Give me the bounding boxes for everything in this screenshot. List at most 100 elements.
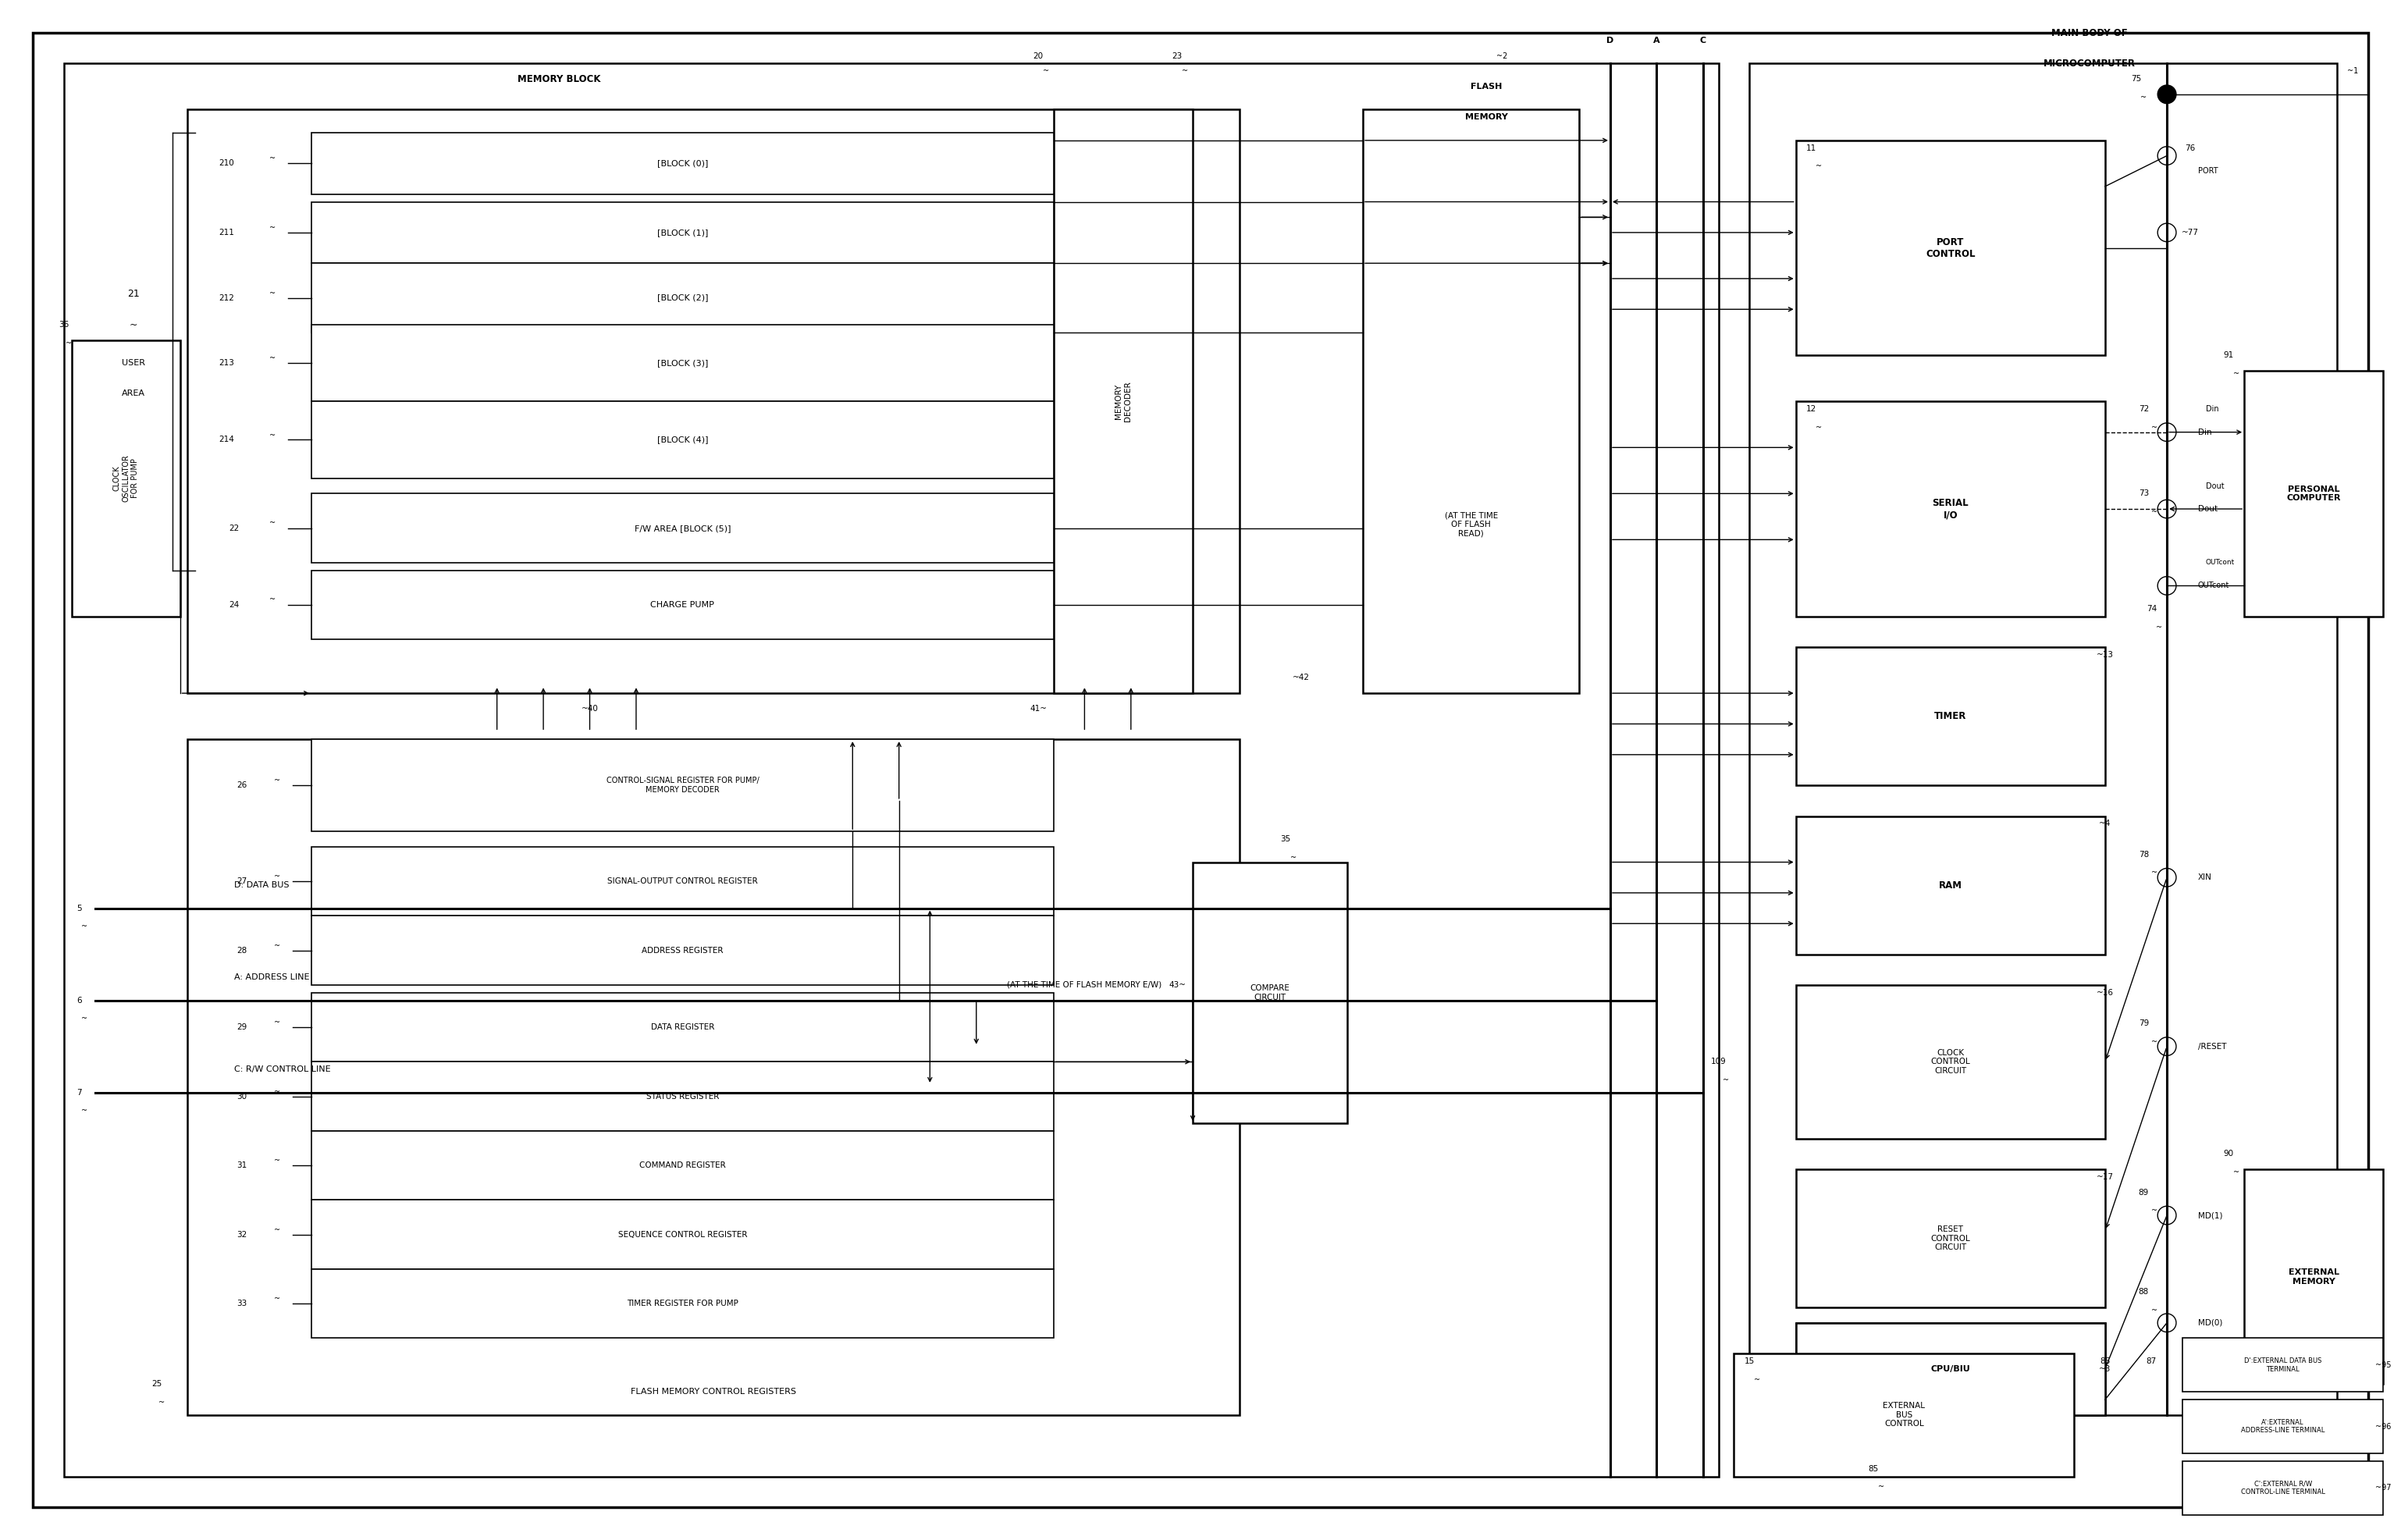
Bar	[312, 847, 1054, 916]
Text: 91: 91	[2223, 351, 2233, 359]
Bar	[2183, 1338, 2384, 1392]
Bar	[187, 739, 1239, 1415]
Text: ~: ~	[269, 223, 276, 233]
Text: ~: ~	[274, 1087, 281, 1095]
Text: F/W AREA [BLOCK (5)]: F/W AREA [BLOCK (5)]	[634, 524, 730, 531]
Text: ~: ~	[2151, 1207, 2158, 1215]
Text: 29: 29	[238, 1023, 247, 1032]
Text: ~: ~	[1181, 68, 1188, 75]
Bar	[312, 263, 1054, 333]
Text: A: ADDRESS LINE: A: ADDRESS LINE	[235, 973, 310, 981]
Text: ~: ~	[2233, 370, 2240, 377]
Bar	[65, 63, 1719, 1477]
Text: OUTcont: OUTcont	[2197, 582, 2231, 590]
Text: 7: 7	[77, 1089, 82, 1096]
Bar	[1054, 109, 1193, 693]
Text: ~4: ~4	[2098, 819, 2110, 827]
Text: 85: 85	[1868, 1465, 1878, 1472]
Text: ~: ~	[269, 519, 276, 527]
Bar	[187, 109, 1239, 693]
Text: ~: ~	[274, 1157, 281, 1164]
Bar	[312, 1269, 1054, 1338]
Text: ~: ~	[82, 1015, 86, 1023]
Text: ~: ~	[2151, 1306, 2158, 1315]
Text: ~96: ~96	[2375, 1423, 2391, 1431]
Bar	[312, 1061, 1054, 1130]
Bar	[312, 570, 1054, 639]
Text: ~3: ~3	[2098, 1364, 2110, 1372]
Text: ~: ~	[274, 873, 281, 881]
Text: 41~: 41~	[1030, 705, 1047, 713]
Text: SEQUENCE CONTROL REGISTER: SEQUENCE CONTROL REGISTER	[617, 1230, 747, 1238]
Text: 12: 12	[1806, 405, 1818, 413]
Bar	[312, 993, 1054, 1061]
Text: 43~: 43~	[1169, 981, 1186, 989]
Text: 24: 24	[228, 601, 240, 608]
Text: 22: 22	[228, 524, 240, 531]
Text: ~: ~	[274, 1226, 281, 1234]
Text: 6: 6	[77, 996, 82, 1004]
Text: CLOCK
OSCILLATOR
FOR PUMP: CLOCK OSCILLATOR FOR PUMP	[113, 454, 139, 502]
Text: ~77: ~77	[2183, 228, 2199, 237]
Text: ~: ~	[1815, 424, 1822, 431]
Text: ~2: ~2	[1496, 52, 1508, 60]
Text: EXTERNAL
MEMORY: EXTERNAL MEMORY	[2288, 1269, 2339, 1286]
Text: ~: ~	[274, 942, 281, 950]
Text: ~40: ~40	[581, 705, 598, 713]
Text: ~: ~	[130, 320, 137, 330]
Text: 78: 78	[2139, 850, 2149, 858]
Bar	[1734, 1354, 2074, 1477]
Text: COMMAND REGISTER: COMMAND REGISTER	[639, 1161, 725, 1169]
Text: /RESET: /RESET	[2197, 1043, 2226, 1050]
Text: MEMORY
DECODER: MEMORY DECODER	[1114, 382, 1131, 422]
Text: 72: 72	[2139, 405, 2149, 413]
Text: CPU/BIU: CPU/BIU	[1930, 1364, 1971, 1372]
Text: ~: ~	[269, 290, 276, 297]
Text: ~: ~	[274, 1019, 281, 1027]
Text: ~: ~	[1289, 853, 1297, 861]
Text: 79: 79	[2139, 1019, 2149, 1027]
Text: ~42: ~42	[1292, 675, 1309, 682]
Text: 31: 31	[238, 1161, 247, 1169]
Text: 213: 213	[218, 359, 235, 367]
Bar	[2245, 1169, 2384, 1384]
Text: ADDRESS REGISTER: ADDRESS REGISTER	[641, 947, 723, 955]
Text: ~17: ~17	[2096, 1173, 2113, 1181]
Bar	[312, 916, 1054, 986]
Circle shape	[2158, 85, 2175, 103]
Text: DATA REGISTER: DATA REGISTER	[651, 1023, 713, 1032]
Text: SIGNAL-OUTPUT CONTROL REGISTER: SIGNAL-OUTPUT CONTROL REGISTER	[607, 878, 759, 885]
Text: 87: 87	[2146, 1357, 2156, 1364]
Text: 36: 36	[60, 320, 70, 328]
Text: [BLOCK (4)]: [BLOCK (4)]	[658, 436, 708, 444]
Text: [BLOCK (3)]: [BLOCK (3)]	[658, 359, 708, 367]
Text: D: D	[1606, 37, 1613, 45]
Text: ~: ~	[1042, 68, 1049, 75]
Text: 76: 76	[2185, 145, 2195, 152]
Text: 32: 32	[238, 1230, 247, 1238]
Text: 35: 35	[1280, 835, 1292, 842]
Bar	[1796, 1323, 2106, 1415]
Bar	[1796, 1169, 2106, 1307]
Text: 28: 28	[238, 947, 247, 955]
Text: 214: 214	[218, 436, 235, 444]
Text: 73: 73	[2139, 490, 2149, 497]
Text: ~: ~	[158, 1398, 166, 1406]
Text: (AT THE TIME
OF FLASH
READ): (AT THE TIME OF FLASH READ)	[1445, 511, 1498, 537]
Text: TIMER REGISTER FOR PUMP: TIMER REGISTER FOR PUMP	[627, 1300, 737, 1307]
Bar	[2245, 371, 2384, 616]
Text: CLOCK
CONTROL
CIRCUIT: CLOCK CONTROL CIRCUIT	[1930, 1049, 1971, 1075]
Text: TIMER: TIMER	[1935, 711, 1966, 721]
Text: ~: ~	[2151, 1038, 2158, 1046]
Text: ~: ~	[1755, 1375, 1760, 1383]
Text: ~13: ~13	[2096, 651, 2113, 659]
Text: ~: ~	[269, 431, 276, 439]
Text: MD(0): MD(0)	[2197, 1318, 2223, 1327]
Text: 27: 27	[238, 878, 247, 885]
Bar	[72, 340, 180, 616]
Text: 212: 212	[218, 294, 235, 302]
Text: RESET
CONTROL
CIRCUIT: RESET CONTROL CIRCUIT	[1930, 1226, 1971, 1252]
Bar	[1796, 402, 2106, 616]
Text: Dout: Dout	[2197, 505, 2219, 513]
Text: PORT
CONTROL: PORT CONTROL	[1926, 237, 1976, 259]
